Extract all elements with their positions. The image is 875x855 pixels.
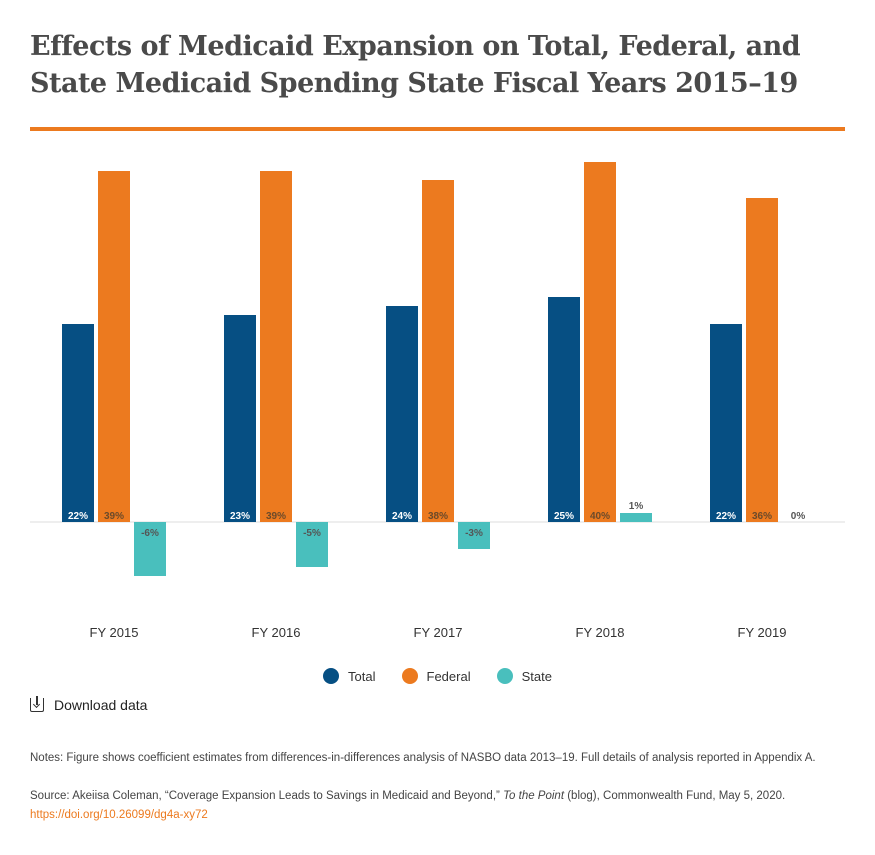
bar-state-1[interactable] — [296, 522, 328, 567]
download-icon — [30, 696, 44, 712]
data-label-federal-2: 38% — [428, 511, 448, 522]
data-label-federal-0: 39% — [104, 511, 124, 522]
title-divider — [30, 127, 845, 131]
bar-state-2[interactable] — [458, 522, 490, 549]
bar-federal-1[interactable] — [260, 171, 292, 522]
chart-source: Source: Akeiisa Coleman, “Coverage Expan… — [30, 787, 800, 825]
category-label-0: FY 2015 — [90, 625, 139, 640]
legend-item-state[interactable]: State — [496, 668, 552, 684]
bar-federal-4[interactable] — [746, 198, 778, 522]
data-label-state-1: -5% — [303, 528, 321, 539]
bar-total-1[interactable] — [224, 315, 256, 522]
category-label-3: FY 2018 — [576, 625, 625, 640]
data-label-state-3: 1% — [629, 501, 644, 512]
bar-federal-3[interactable] — [584, 162, 616, 522]
data-label-federal-3: 40% — [590, 511, 610, 522]
data-label-total-1: 23% — [230, 511, 250, 522]
chart-title: Effects of Medicaid Expansion on Total, … — [30, 31, 801, 99]
bar-total-0[interactable] — [62, 324, 94, 522]
legend-label-federal: Federal — [426, 668, 471, 684]
data-label-federal-1: 39% — [266, 511, 286, 522]
legend-label-total: Total — [348, 668, 376, 684]
bar-total-3[interactable] — [548, 297, 580, 522]
data-label-state-2: -3% — [465, 528, 483, 539]
data-label-total-2: 24% — [392, 511, 412, 522]
data-label-state-0: -6% — [141, 528, 159, 539]
legend-swatch-total — [323, 668, 340, 684]
category-label-4: FY 2019 — [738, 625, 787, 640]
bar-federal-0[interactable] — [98, 171, 130, 522]
legend-swatch-federal — [401, 668, 418, 684]
chart-notes: Notes: Figure shows coefficient estimate… — [30, 752, 816, 764]
legend-item-total[interactable]: Total — [323, 668, 376, 684]
category-label-2: FY 2017 — [414, 625, 463, 640]
bar-state-3[interactable] — [620, 513, 652, 522]
data-label-total-3: 25% — [554, 511, 574, 522]
download-data-button[interactable]: Download data — [30, 696, 148, 713]
bar-state-0[interactable] — [134, 522, 166, 576]
source-link[interactable]: https://doi.org/10.26099/dg4a-xy72 — [30, 809, 208, 821]
source-publication: To the Point — [503, 790, 565, 802]
bar-federal-2[interactable] — [422, 180, 454, 522]
data-label-state-4: 0% — [791, 511, 806, 522]
source-suffix: (blog), Commonwealth Fund, May 5, 2020. — [564, 790, 786, 802]
chart-legend: Total Federal State — [0, 668, 875, 684]
data-label-federal-4: 36% — [752, 511, 772, 522]
bar-chart: 22% 39% -6% FY 2015 23% 39% -5% FY 2016 24% 38% -3… — [30, 162, 845, 640]
legend-item-federal[interactable]: Federal — [401, 668, 471, 684]
legend-swatch-state — [496, 668, 513, 684]
legend-label-state: State — [521, 668, 552, 684]
bar-total-2[interactable] — [386, 306, 418, 522]
bar-total-4[interactable] — [710, 324, 742, 522]
data-label-total-0: 22% — [68, 511, 88, 522]
data-label-total-4: 22% — [716, 511, 736, 522]
category-label-1: FY 2016 — [252, 625, 301, 640]
download-data-label: Download data — [54, 697, 148, 713]
source-prefix: Source: Akeiisa Coleman, “Coverage Expan… — [30, 790, 504, 802]
